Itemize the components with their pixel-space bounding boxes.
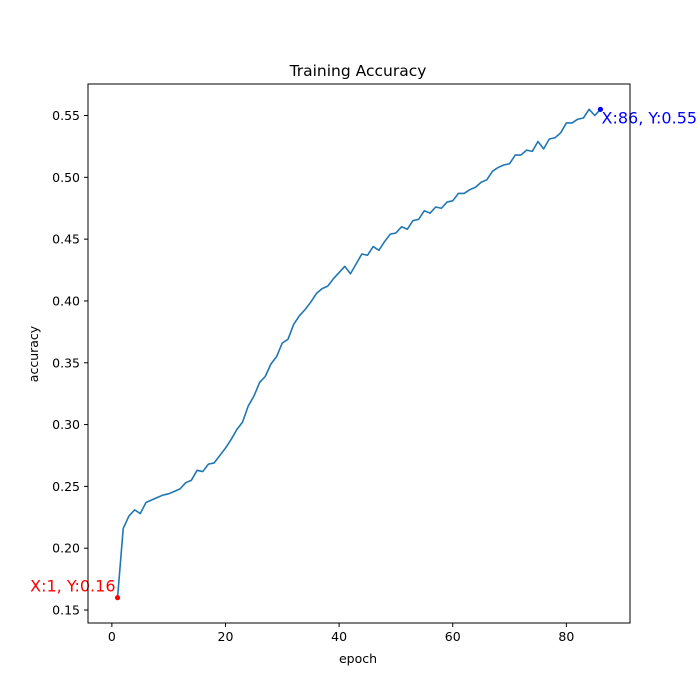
annotation-label-2: X:86, Y:0.55 <box>602 108 698 127</box>
annotation-point-1 <box>114 595 121 601</box>
x-tick-label: 40 <box>331 629 347 644</box>
annotation-point-2 <box>597 106 604 112</box>
x-tick-label: 0 <box>108 629 116 644</box>
y-tick-label: 0.15 <box>52 603 80 618</box>
accuracy-series-line <box>116 108 602 598</box>
y-tick-label: 0.40 <box>52 293 80 308</box>
annotation-label-1: X:1, Y:0.16 <box>30 577 115 596</box>
y-tick-label: 0.30 <box>52 417 80 432</box>
chart-title: Training Accuracy <box>289 62 427 80</box>
y-tick-label: 0.20 <box>52 541 80 556</box>
plot-frame <box>87 83 631 624</box>
x-tick-label: 60 <box>445 629 461 644</box>
x-tick-label: 80 <box>558 629 574 644</box>
y-tick-label: 0.55 <box>52 108 80 123</box>
y-tick-label: 0.25 <box>52 479 80 494</box>
x-tick-label: 20 <box>218 629 234 644</box>
x-axis-label: epoch <box>339 651 377 666</box>
y-tick-label: 0.35 <box>52 355 80 370</box>
y-tick-label: 0.50 <box>52 170 80 185</box>
y-tick-label: 0.45 <box>52 232 80 247</box>
y-axis-label: accuracy <box>26 325 41 382</box>
